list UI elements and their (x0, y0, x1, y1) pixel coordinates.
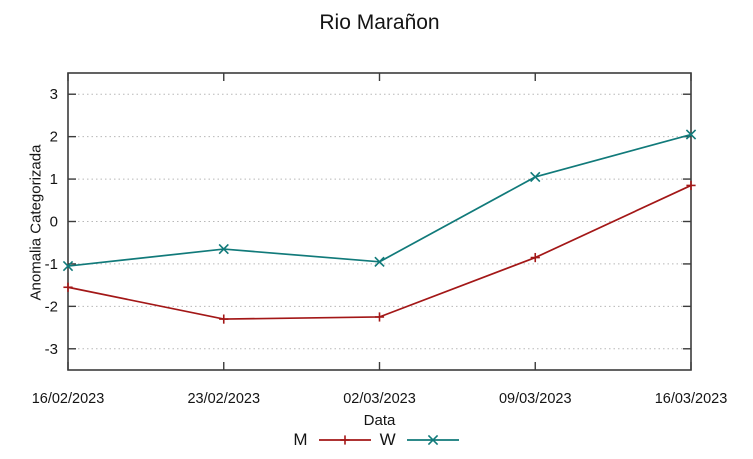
series-W-line (67, 133, 692, 267)
legend-sample-cross (406, 434, 459, 446)
y-tick-label: 2 (50, 129, 58, 146)
x-axis-label: Data (363, 412, 396, 429)
y-tick-label: 3 (50, 86, 58, 103)
series-W-marker (530, 171, 541, 183)
series-W-marker (218, 243, 229, 255)
y-tick-label: 1 (50, 171, 58, 188)
y-tick-label: 0 (50, 214, 58, 231)
x-tick-label: 16/03/2023 (655, 391, 728, 407)
x-tick-label: 09/03/2023 (499, 391, 572, 407)
y-tick-label: -1 (45, 256, 58, 273)
series-M-line (67, 184, 692, 320)
legend-label: W (379, 430, 396, 449)
y-axis-label: Anomalia Categorizada (27, 144, 45, 301)
legend-entry-W: W (380, 430, 460, 450)
x-tick-label: 23/02/2023 (187, 391, 260, 407)
y-tick-label: -2 (45, 298, 58, 315)
y-tick-label: -3 (45, 341, 58, 358)
legend-entry-M: M (293, 430, 371, 450)
series-W-marker (374, 256, 385, 267)
legend-label: M (293, 430, 308, 449)
chart-title: Rio Marañon (319, 11, 440, 34)
legend-sample-plus (318, 435, 371, 445)
series-W-marker (685, 129, 697, 140)
x-tick-label: 02/03/2023 (343, 391, 416, 407)
x-tick-label: 16/02/2023 (32, 391, 105, 407)
series-W-marker (62, 260, 74, 272)
